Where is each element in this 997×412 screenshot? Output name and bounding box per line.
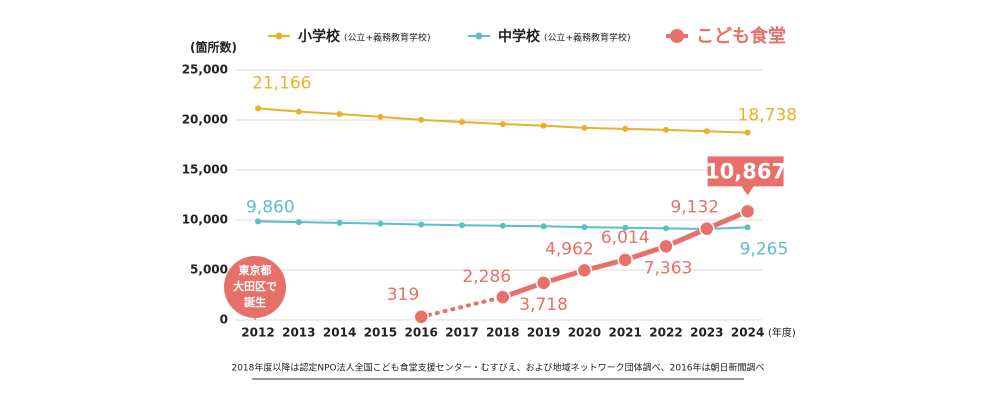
data-label: 6,014 xyxy=(601,228,650,248)
x-tick-label: 2022 xyxy=(649,326,682,340)
data-point xyxy=(540,223,547,230)
legend-label: こども食堂 xyxy=(696,25,786,47)
legend-dot xyxy=(670,29,684,43)
x-tick-label: 2015 xyxy=(364,326,397,340)
y-tick-label: 20,000 xyxy=(182,113,228,127)
data-point xyxy=(703,128,710,135)
data-point xyxy=(581,124,588,131)
data-label: 18,738 xyxy=(738,106,797,126)
x-tick-label: 2021 xyxy=(608,326,641,340)
data-point xyxy=(255,105,261,112)
data-label: 21,166 xyxy=(252,73,311,93)
legend-label: 中学校 xyxy=(498,28,541,45)
data-label: 7,363 xyxy=(644,258,693,278)
x-tick-label: 2018 xyxy=(486,326,519,340)
data-point xyxy=(499,222,506,229)
data-label: 319 xyxy=(387,285,419,305)
legend-label: 小学校 xyxy=(298,28,341,45)
data-point xyxy=(744,224,751,231)
legend-dot xyxy=(475,32,483,40)
x-tick-label: 2014 xyxy=(323,326,356,340)
legend-note: (公立+義務教育学校) xyxy=(544,32,631,44)
data-label: 9,265 xyxy=(740,239,789,259)
data-point xyxy=(495,289,511,305)
x-tick-label: 2020 xyxy=(568,326,601,340)
label-box xyxy=(707,156,784,196)
data-point xyxy=(295,108,302,115)
data-point xyxy=(295,219,302,226)
x-tick-label: 2024 xyxy=(731,326,764,340)
data-point xyxy=(336,110,343,117)
series-gap-line xyxy=(419,295,505,319)
data-point xyxy=(336,219,343,226)
data-point xyxy=(658,238,674,255)
annotation-text: 東京都 xyxy=(239,263,272,277)
x-tick-label: 2017 xyxy=(445,326,478,340)
data-point xyxy=(617,252,633,268)
x-axis-unit: (年度) xyxy=(768,326,796,339)
data-label: 10,867 xyxy=(705,159,786,183)
y-axis-label: (箇所数) xyxy=(190,40,237,55)
x-tick-label: 2012 xyxy=(241,326,274,340)
data-label: 9,860 xyxy=(246,197,295,217)
x-tick-label: 2013 xyxy=(282,326,315,340)
data-point xyxy=(418,221,425,228)
data-point xyxy=(663,126,669,133)
data-label: 4,962 xyxy=(545,239,594,259)
data-point xyxy=(499,121,506,128)
y-tick-label: 5,000 xyxy=(190,263,228,277)
y-tick-label: 15,000 xyxy=(182,163,228,177)
x-tick-label: 2016 xyxy=(404,326,437,340)
annotation-text: 大田区で xyxy=(233,279,277,293)
data-point xyxy=(377,220,384,227)
annotation-bubble xyxy=(224,256,286,318)
data-point xyxy=(663,225,669,232)
source: 2018年度以降は認定NPO法人全国こども食堂支援センター・むすびえ、および地域… xyxy=(231,362,764,374)
data-point xyxy=(377,113,384,120)
data-point xyxy=(413,309,429,325)
legend-dot xyxy=(275,32,283,40)
x-tick-label: 2023 xyxy=(690,326,723,340)
data-point xyxy=(418,116,425,123)
y-tick-label: 0 xyxy=(220,313,228,327)
data-point xyxy=(581,224,588,231)
data-label: 9,132 xyxy=(670,198,719,218)
data-point xyxy=(255,218,261,225)
data-point xyxy=(744,129,751,136)
data-point xyxy=(535,275,552,291)
data-point xyxy=(622,224,629,231)
data-point xyxy=(576,262,593,279)
data-point xyxy=(622,125,629,132)
data-label: 3,718 xyxy=(519,295,568,315)
y-tick-label: 25,000 xyxy=(182,63,228,77)
x-tick-label: 2019 xyxy=(527,326,560,340)
data-point xyxy=(459,222,465,229)
data-point xyxy=(739,203,756,220)
legend-note: (公立+義務教育学校) xyxy=(344,32,431,44)
annotation-text: 誕生 xyxy=(244,295,266,309)
data-point xyxy=(540,122,547,129)
data-label: 2,286 xyxy=(462,267,511,287)
y-tick-label: 10,000 xyxy=(182,213,228,227)
data-point xyxy=(459,119,465,126)
data-point xyxy=(699,220,715,237)
